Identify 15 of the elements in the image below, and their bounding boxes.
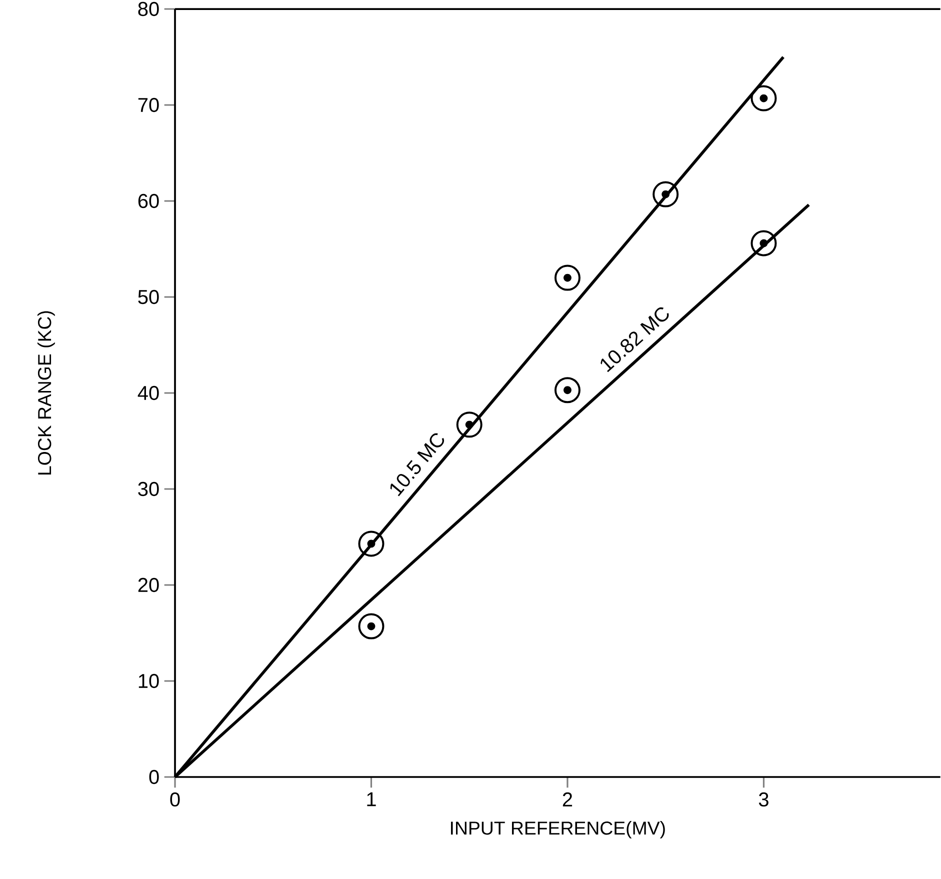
y-tick-label: 30 <box>138 482 159 496</box>
x-tick-label: 1 <box>367 792 376 806</box>
x-axis-title: INPUT REFERENCE(MV) <box>451 821 665 838</box>
y-tick-label: 50 <box>138 290 159 304</box>
x-tick-label: 0 <box>170 792 180 807</box>
y-tick-label: 20 <box>138 578 159 592</box>
y-tick-label: 0 <box>149 770 159 784</box>
y-tick-label: 40 <box>138 386 159 400</box>
y-axis-title: LOCK RANGE (KC) <box>37 311 55 474</box>
y-tick-label: 70 <box>138 98 159 112</box>
y-tick-label: 10 <box>138 674 159 688</box>
y-tick-label: 80 <box>138 2 159 16</box>
x-tick-label: 2 <box>562 792 572 806</box>
y-tick-label: 60 <box>138 194 159 208</box>
x-tick-label: 3 <box>758 792 768 807</box>
